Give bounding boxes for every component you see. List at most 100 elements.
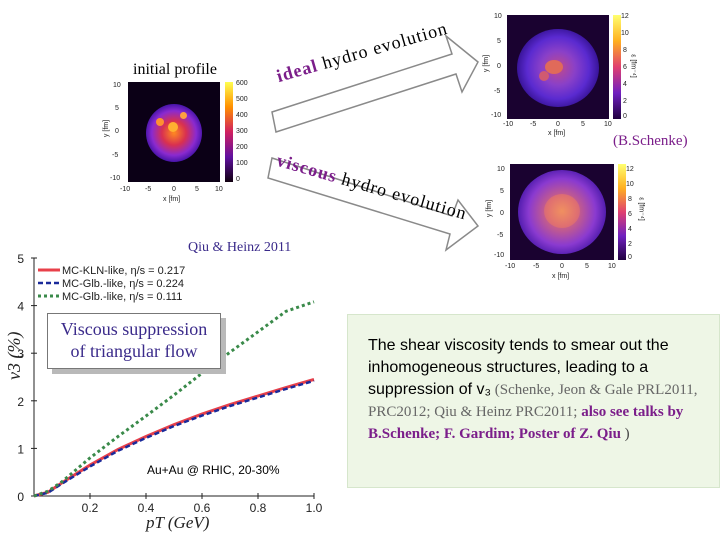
viscous-cbar-tick: 10: [626, 181, 634, 188]
schenke-label: (B.Schenke): [613, 133, 688, 149]
chart-series-line: [33, 377, 315, 498]
viscous-heatmap: [510, 164, 614, 260]
qiu-heinz-label: Qiu & Heinz 2011: [188, 240, 292, 255]
chart-series-line: [33, 379, 315, 498]
initial-cbar-tick: 100: [236, 160, 248, 167]
viscous-x-tick: 10: [608, 263, 616, 270]
summary-v3: v₃: [476, 381, 492, 398]
viscous-x-label: x [fm]: [552, 273, 570, 280]
chart-y-tick-label: 5: [17, 252, 24, 266]
ideal-cbar-label: ε [fm⁻⁴]: [629, 54, 637, 78]
ideal-y-tick: 5: [497, 38, 501, 45]
summary-part4: ): [624, 426, 630, 442]
ideal-x-tick: 0: [556, 121, 560, 128]
ideal-colorbar: [613, 15, 621, 119]
summary-part2: (Schenke, Jeon & Gale PRL2011, PRC2012; …: [368, 382, 698, 420]
chart-x-tick-label: 0.6: [194, 501, 211, 515]
ideal-x-label: x [fm]: [548, 130, 566, 137]
viscous-cbar-tick: 4: [628, 226, 632, 233]
initial-x-tick: -5: [145, 186, 152, 193]
ideal-x-tick: -10: [503, 121, 514, 128]
viscous-y-tick: -5: [497, 232, 504, 239]
initial-y-tick: -5: [112, 152, 119, 159]
chart-legend-label: MC-KLN-like, η/s = 0.217: [62, 265, 185, 277]
viscous-cbar-tick: 2: [628, 241, 632, 248]
initial-cbar-tick: 500: [236, 96, 248, 103]
viscous-y-tick: -10: [494, 252, 505, 259]
initial-x-tick: 5: [195, 186, 199, 193]
chart-x-tick-label: 0.8: [250, 501, 267, 515]
viscous-y-tick: 10: [497, 166, 505, 173]
viscous-arrow-icon: [267, 157, 480, 252]
chart-legend-label: MC-Glb.-like, η/s = 0.224: [62, 278, 184, 290]
viscous-cbar-tick: 6: [628, 211, 632, 218]
initial-y-tick: 10: [113, 82, 121, 89]
v3-chart: 0 1 2 3 4 5 0.2 0.4 0.6 0.8 1.0 MC-KLN-like, η/s =…: [4, 252, 323, 532]
summary-text-box: The shear viscosity tends to smear out t…: [347, 314, 720, 488]
ideal-x-tick: 10: [604, 121, 612, 128]
viscous-box-line2: of triangular flow: [70, 341, 198, 361]
viscous-cbar-tick: 0: [628, 254, 632, 261]
initial-cbar-tick: 400: [236, 112, 248, 119]
viscous-suppression-box: Viscous suppression of triangular flow: [47, 313, 221, 369]
chart-x-label: pT (GeV): [145, 513, 210, 532]
ideal-y-tick: 10: [494, 13, 502, 20]
chart-x-tick-label: 1.0: [306, 501, 323, 515]
chart-y-tick-label: 0: [17, 490, 24, 504]
initial-profile-label: initial profile: [133, 61, 217, 78]
ideal-cbar-tick: 2: [623, 98, 627, 105]
chart-series: [33, 300, 315, 498]
initial-x-tick: -10: [120, 186, 131, 193]
viscous-cbar-tick: 8: [628, 196, 632, 203]
chart-x-tick-label: 0.2: [82, 501, 99, 515]
viscous-y-tick: 5: [500, 188, 504, 195]
initial-colorbar: [225, 82, 233, 182]
ideal-arrow-icon: [271, 33, 479, 133]
ideal-cbar-tick: 10: [621, 30, 629, 37]
viscous-y-label: y [fm]: [486, 199, 494, 218]
ideal-cbar-tick: 0: [623, 113, 627, 120]
viscous-x-tick: 0: [560, 263, 564, 270]
summary-part3: also see talks by B.Schenke; F. Gardim; …: [368, 404, 684, 442]
initial-cbar-tick: 200: [236, 144, 248, 151]
chart-y-tick-label: 2: [17, 395, 24, 409]
initial-x-tick: 0: [172, 186, 176, 193]
initial-x-label: x [fm]: [163, 196, 181, 203]
ideal-x-tick: -5: [530, 121, 537, 128]
initial-y-tick: -10: [110, 175, 121, 182]
ideal-y-tick: -10: [491, 112, 502, 119]
ideal-cbar-tick: 8: [623, 47, 627, 54]
ideal-y-label: y [fm]: [483, 54, 491, 73]
viscous-cbar-label: ε [fm⁻⁴]: [637, 197, 645, 221]
initial-x-tick: 10: [215, 186, 223, 193]
chart-y-tick-label: 4: [17, 300, 24, 314]
viscous-box-line1: Viscous suppression: [60, 319, 208, 339]
chart-y-label: v3 (%): [4, 332, 25, 380]
viscous-cbar-tick: 12: [626, 166, 634, 173]
initial-heatmap: [128, 82, 220, 182]
viscous-x-tick: -5: [533, 263, 540, 270]
chart-y-tick-label: 1: [17, 442, 24, 456]
ideal-heatmap: [507, 15, 609, 119]
initial-y-tick: 0: [115, 128, 119, 135]
ideal-y-tick: 0: [497, 63, 501, 70]
initial-cbar-tick: 0: [236, 176, 240, 183]
chart-x-tick-label: 0.4: [138, 501, 155, 515]
initial-cbar-tick: 600: [236, 80, 248, 87]
ideal-cbar-tick: 4: [623, 81, 627, 88]
chart-annotation: Au+Au @ RHIC, 20-30%: [147, 463, 280, 477]
chart-legend-label: MC-Glb.-like, η/s = 0.111: [62, 291, 182, 303]
ideal-cbar-tick: 12: [621, 13, 629, 20]
summary-part1: The shear viscosity tends to smear out t…: [368, 337, 669, 398]
initial-cbar-tick: 300: [236, 128, 248, 135]
ideal-y-tick: -5: [494, 88, 501, 95]
viscous-x-tick: 5: [585, 263, 589, 270]
chart-axes: 0 1 2 3 4 5 0.2 0.4 0.6 0.8 1.0: [17, 252, 322, 515]
ideal-cbar-tick: 6: [623, 64, 627, 71]
viscous-y-tick: 0: [500, 210, 504, 217]
chart-series-line: [33, 300, 315, 498]
viscous-colorbar: [618, 164, 626, 260]
chart-y-tick-label: 3: [17, 347, 24, 361]
